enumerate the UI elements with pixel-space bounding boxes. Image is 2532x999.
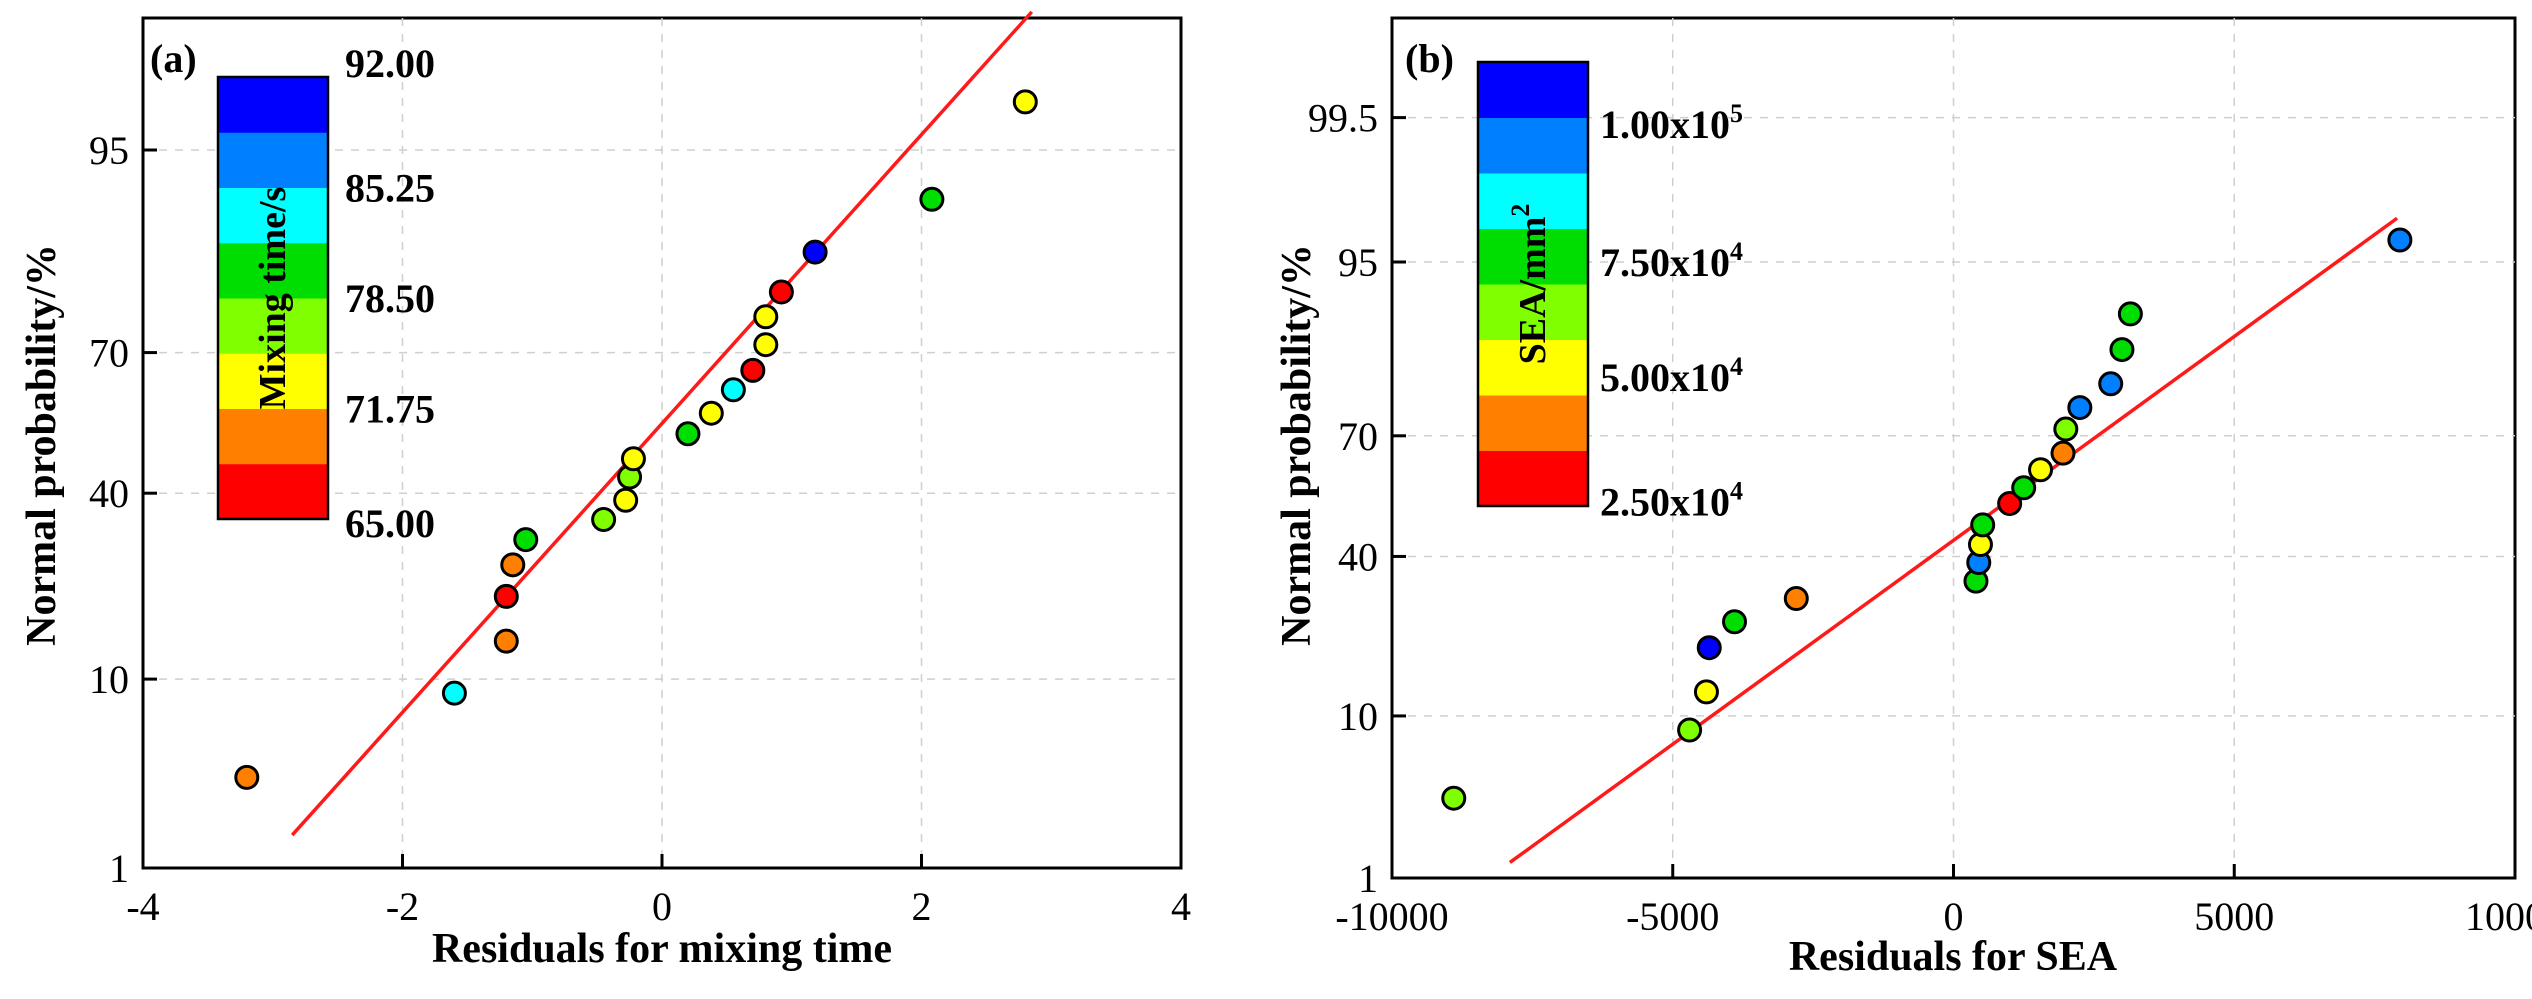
panel-a-colorbar-label: 85.25 [345,166,435,211]
panel-a-data-point [613,487,639,513]
panel-a-x-tick-label: 4 [1171,884,1191,929]
panel-b-data-point [1997,491,2023,517]
panel-a-x-tick-label: -4 [126,884,159,929]
panel-b-data-point [1696,635,1722,661]
panel-b-data-point [2011,475,2037,501]
panel-b-data-point [1693,679,1719,705]
panel-b-colorbar-segment [1478,284,1588,340]
panel-a-colorbar-segment [218,77,328,133]
panel-b-colorbar-segment [1478,117,1588,174]
panel-a-data-point [720,377,746,403]
panel-a-data-point [675,421,701,447]
panel-a-x-tick-label: 0 [652,884,672,929]
panel-b-colorbar-label: 7.50x104 [1600,237,1743,285]
panel-b-x-tick-label: -5000 [1626,894,1719,939]
panel-a-data-point [234,764,260,790]
panel-b-y-tick-label: 99.5 [1308,96,1378,141]
panel-b-colorbar-segment [1478,228,1588,285]
panel-a-data-point [591,507,617,533]
panel-b-colorbar-segment [1478,173,1588,229]
panel-b-colorbar-title: SEA/mm2 [1506,204,1554,365]
panel-b-y-tick-label: 40 [1338,534,1378,579]
panel-a-data-point [513,527,539,553]
panel-b-colorbar-segment [1478,339,1588,396]
panel-a-data-point [919,186,945,212]
panel-a-colorbar-label: 92.00 [345,41,435,86]
panel-a-data-point [1012,89,1038,115]
panel-a-x-axis-title: Residuals for mixing time [432,926,892,972]
panel-a-data-point [493,628,519,654]
panel-b-y-tick-label: 1 [1358,856,1378,901]
panel-a-colorbar-segment [218,132,328,188]
panel-a-data-point [753,304,779,330]
panel-b-y-tick-label: 95 [1338,240,1378,285]
panel-a-colorbar-segment [218,463,328,520]
panel-b-x-tick-label: 0 [1944,894,1964,939]
panel-b-colorbar-segment [1478,395,1588,451]
panel-a-y-tick-label: 1 [109,846,129,891]
panel-b-data-point [1722,609,1748,635]
panel-a-colorbar-title: Mixing time/s [252,187,294,410]
panel-b-colorbar-segment [1478,450,1588,507]
panel-a-colorbar-segment [218,353,328,409]
panel-a-data-point [698,400,724,426]
panel-a-y-tick-label: 10 [89,657,129,702]
panel-a-data-point [740,357,766,383]
panel-b-data-point [2053,416,2079,442]
panel-b-colorbar-label: 2.50x104 [1600,477,1743,525]
panel-a-colorbar-label: 65.00 [345,501,435,546]
panel-b-label: (b) [1405,36,1454,81]
panel-b-x-tick-label: 10000 [2465,894,2532,939]
panel-a-y-tick-label: 95 [89,128,129,173]
panel-b-x-tick-label: 5000 [2194,894,2274,939]
panel-b-fit-line [1508,216,2399,864]
panel-a-data-point [441,680,467,706]
panel-b-y-axis-title: Normal probability/% [1274,244,1320,646]
panel-b-y-tick-label: 70 [1338,414,1378,459]
panel-a: -4 -2 0 2 4 1 10 40 70 95 (a) Mixing time/s 92.00 8… [19,10,1191,972]
panel-b-data-point [2387,227,2413,253]
panel-b-x-axis-title: Residuals for SEA [1789,934,2118,980]
panel-a-colorbar-segment [218,408,328,465]
panel-a-colorbar-frame [216,75,330,521]
panel-a-data-point [500,552,526,578]
panel-a-colorbar-segment [218,242,328,299]
panel-b-data-point [2117,301,2143,327]
panel-b-colorbar-frame [1476,60,1590,508]
panel-a-colorbar-label: 78.50 [345,276,435,321]
panel-a-y-tick-label: 70 [89,331,129,376]
panel-b-colorbar: SEA/mm2 1.00x105 7.50x104 5.00x104 2.50x104 [1476,60,1743,525]
panel-a-x-tick-label: 2 [912,884,932,929]
panel-a-fit-line [290,10,1034,837]
panel-b-colorbar-label: 5.00x104 [1600,352,1743,400]
panel-a-x-tick-label: -2 [386,884,419,929]
panel-a-data-point [768,279,794,305]
panel-b-y-tick-label: 10 [1338,694,1378,739]
panel-b-data-point [1441,785,1467,811]
panel-b-data-point [2109,337,2135,363]
panel-b-data-point [2028,457,2054,483]
panel-b-data-point [1970,512,1996,538]
panel-a-data-point [620,446,646,472]
panel-b-data-point [2098,371,2124,397]
panel-a-data-point [753,332,779,358]
panel-b-data-point [1677,717,1703,743]
panel-b: -10000 -5000 0 5000 10000 1 10 40 70 95 99.5 (b) S… [1274,16,2532,980]
panel-a-label: (a) [150,36,197,81]
panel-b-data-point [1783,585,1809,611]
panel-b-data-point [2067,395,2093,421]
panel-a-data-point [802,239,828,265]
panel-b-colorbar-label: 1.00x105 [1600,99,1743,147]
panel-a-y-tick-label: 40 [89,471,129,516]
panel-a-colorbar-segment [218,298,328,354]
panel-b-data-point [2050,440,2076,466]
panel-a-colorbar: Mixing time/s 92.00 85.25 78.50 71.75 65.00 [216,41,435,546]
panel-a-data-point [493,583,519,609]
panel-a-y-axis-title: Normal probability/% [19,244,65,646]
panel-b-colorbar-segment [1478,62,1588,118]
panel-a-colorbar-segment [218,187,328,244]
panel-a-colorbar-label: 71.75 [345,387,435,432]
panel-b-x-tick-label: -10000 [1335,894,1448,939]
